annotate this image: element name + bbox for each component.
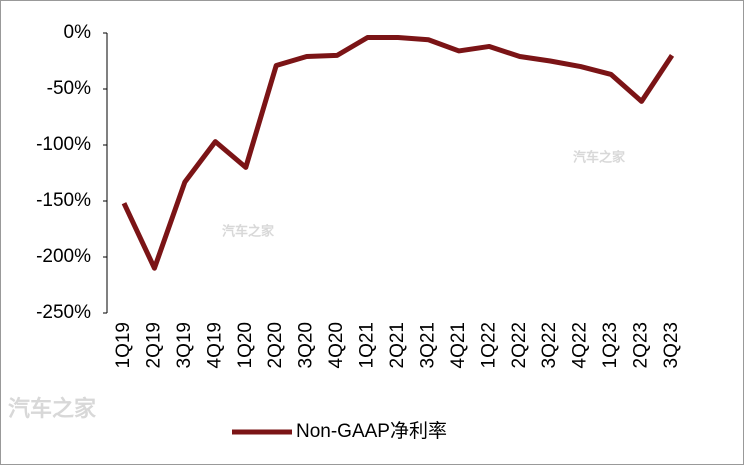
y-tick-label: -100% [36,134,91,155]
x-tick-label: 3Q23 [661,322,682,368]
x-tick-label: 4Q19 [204,322,225,368]
watermark: 汽车之家 [8,396,97,421]
x-tick-label: 3Q22 [539,322,560,368]
x-tick-label: 1Q19 [113,322,134,368]
x-tick-label: 3Q20 [296,322,317,368]
x-tick-label: 1Q23 [600,322,621,368]
y-tick-label: -150% [36,190,91,211]
legend-label: Non-GAAP净利率 [296,420,447,442]
y-tick-label: -200% [36,246,91,267]
x-tick-label: 4Q22 [570,322,591,368]
x-tick-label: 2Q21 [387,322,408,368]
watermark: 汽车之家 [573,149,626,164]
x-tick-label: 1Q22 [478,322,499,368]
x-tick-label: 2Q19 [143,322,164,368]
x-tick-label: 2Q22 [509,322,530,368]
watermark: 汽车之家 [222,223,275,238]
x-tick-label: 4Q20 [326,322,347,368]
x-tick-label: 3Q21 [417,322,438,368]
y-tick-label: -250% [36,302,91,323]
x-tick-label: 3Q19 [174,322,195,368]
x-tick-label: 1Q21 [357,322,378,368]
x-tick-label: 2Q23 [631,322,652,368]
y-tick-label: -50% [47,78,91,99]
y-tick-label: 0% [64,22,92,43]
x-tick-label: 4Q21 [448,322,469,368]
x-tick-label: 2Q20 [265,322,286,368]
x-tick-label: 1Q20 [235,322,256,368]
line [121,34,675,271]
